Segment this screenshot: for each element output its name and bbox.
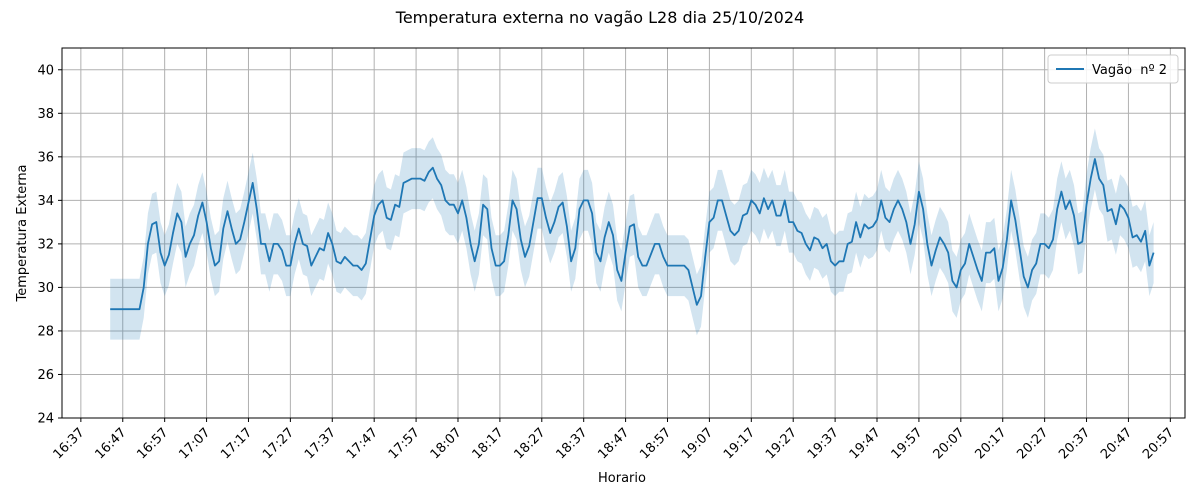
x-axis-ticks: 16:37 16:47 16:57 17:07 17:17 17:27 17:37 17:47… — [51, 418, 1177, 462]
y-axis-ticks: 24 26 28 30 32 34 36 38 40 — [37, 63, 62, 427]
y-axis-label: Temperatura Externa — [15, 164, 30, 302]
x-tick-label: 17:47 — [344, 425, 381, 462]
x-tick-label: 18:27 — [512, 425, 549, 462]
y-tick-label: 26 — [37, 368, 54, 383]
chart-title: Temperatura externa no vagão L28 dia 25/… — [395, 8, 804, 27]
x-tick-label: 18:37 — [553, 425, 590, 462]
legend: Vagão nº 2 — [1047, 54, 1179, 84]
x-tick-label: 16:37 — [51, 425, 88, 462]
y-tick-label: 30 — [37, 281, 54, 296]
y-tick-label: 32 — [37, 237, 54, 252]
x-tick-label: 18:57 — [637, 425, 674, 462]
x-tick-label: 18:07 — [428, 425, 465, 462]
x-tick-label: 17:17 — [218, 425, 255, 462]
x-tick-label: 19:47 — [847, 425, 884, 462]
plot-border — [61, 47, 1186, 419]
series-confidence-band — [110, 128, 1154, 340]
x-tick-label: 19:07 — [679, 425, 716, 462]
y-tick-label: 40 — [37, 63, 54, 78]
x-tick-label: 20:37 — [1056, 425, 1093, 462]
x-tick-label: 17:07 — [176, 425, 213, 462]
x-tick-label: 17:37 — [302, 425, 339, 462]
x-tick-label: 20:47 — [1098, 425, 1135, 462]
x-tick-label: 18:17 — [470, 425, 507, 462]
x-tick-label: 17:27 — [260, 425, 297, 462]
legend-box — [1047, 54, 1179, 84]
plot-frame — [61, 47, 1186, 419]
legend-label: Vagão nº 2 — [1092, 63, 1167, 78]
series-line — [110, 158, 1155, 311]
x-tick-label: 20:27 — [1014, 425, 1051, 462]
x-tick-label: 19:17 — [721, 425, 758, 462]
y-tick-label: 24 — [37, 412, 54, 427]
confidence-band — [110, 128, 1154, 340]
x-tick-label: 19:27 — [763, 425, 800, 462]
x-tick-label: 16:47 — [92, 425, 129, 462]
x-tick-label: 18:47 — [595, 425, 632, 462]
y-tick-label: 28 — [37, 324, 54, 339]
y-tick-label: 36 — [37, 150, 54, 165]
y-tick-label: 38 — [37, 107, 54, 122]
x-tick-label: 20:17 — [972, 425, 1009, 462]
x-tick-label: 20:07 — [931, 425, 968, 462]
y-tick-label: 34 — [37, 194, 54, 209]
x-axis-label: Horario — [598, 471, 646, 486]
x-tick-label: 19:37 — [805, 425, 842, 462]
x-tick-label: 19:57 — [889, 425, 926, 462]
x-tick-label: 17:57 — [386, 425, 423, 462]
x-tick-label: 20:57 — [1140, 425, 1177, 462]
series-lines — [110, 158, 1155, 311]
x-tick-label: 16:57 — [134, 425, 171, 462]
